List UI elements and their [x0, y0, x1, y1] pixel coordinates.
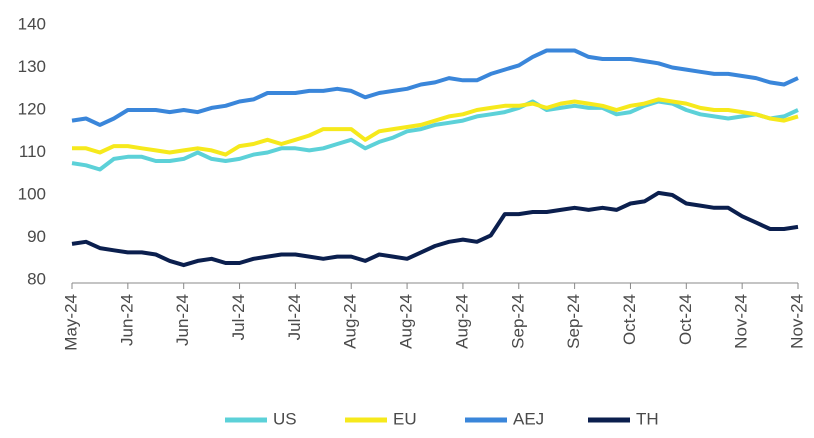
legend-label: TH	[636, 409, 659, 428]
x-tick-label: May-24	[61, 294, 80, 351]
x-tick-label: Oct-24	[620, 294, 639, 345]
legend-item: AEJ	[465, 409, 544, 428]
y-tick-label: 90	[27, 227, 46, 246]
y-tick-label: 130	[18, 57, 46, 76]
y-tick-label: 80	[27, 269, 46, 288]
y-tick-label: 120	[18, 99, 46, 118]
x-tick-label: Aug-24	[341, 294, 360, 349]
legend-item: US	[225, 409, 297, 428]
x-tick-label: Jul-24	[229, 294, 248, 340]
x-tick-label: Oct-24	[676, 294, 695, 345]
legend-item: EU	[345, 409, 417, 428]
series-line	[71, 48, 799, 127]
legend-label: US	[273, 409, 297, 428]
x-tick-label: Jul-24	[285, 294, 304, 340]
x-tick-label: Aug-24	[397, 294, 416, 349]
x-tick-label: Sep-24	[508, 294, 527, 349]
legend-item: TH	[588, 409, 659, 428]
x-tick-label: Nov-24	[732, 294, 751, 349]
y-tick-label: 110	[19, 142, 46, 161]
x-tick-label: Jun-24	[173, 294, 192, 346]
x-tick-label: Jun-24	[117, 294, 136, 346]
legend-label: EU	[393, 409, 417, 428]
x-tick-label: Sep-24	[564, 294, 583, 349]
x-tick-label: Aug-24	[452, 294, 471, 349]
series-line	[72, 97, 799, 157]
y-tick-label: 140	[18, 14, 46, 33]
legend-label: AEJ	[513, 409, 544, 428]
x-tick-label: Nov-24	[787, 294, 806, 349]
y-tick-label: 100	[18, 184, 46, 203]
series-line	[71, 99, 799, 172]
series-line	[71, 190, 799, 268]
